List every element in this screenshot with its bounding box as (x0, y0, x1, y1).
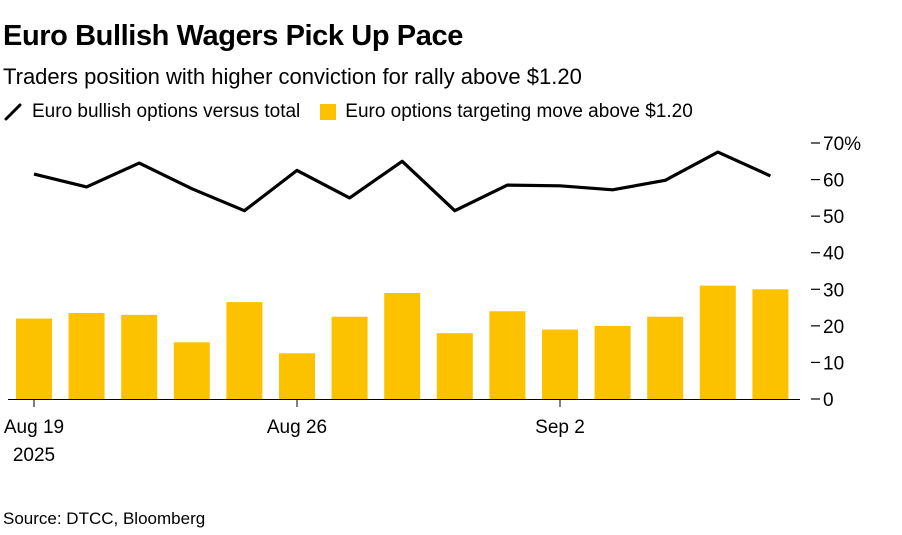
bar-12 (647, 316, 684, 399)
chart-subtitle: Traders position with higher conviction … (3, 64, 582, 89)
y-tick-label-6: 10 (823, 353, 844, 374)
legend-line-swatch (4, 103, 22, 121)
y-tick-label-2: 50 (823, 207, 844, 228)
x-tick-label-1: Aug 26 (267, 417, 327, 438)
legend-item-line: Euro bullish options versus total (3, 101, 300, 123)
x-tick-label-0: Aug 19 (4, 417, 64, 438)
bar-10 (542, 329, 578, 399)
bar-11 (594, 325, 631, 399)
y-tick-label-5: 20 (823, 317, 844, 338)
bar-3 (173, 342, 210, 399)
bar-4 (226, 302, 263, 399)
bar-6 (331, 316, 368, 399)
bar-0 (16, 318, 52, 399)
y-tick-label-4: 30 (823, 280, 844, 301)
bar-13 (699, 285, 736, 399)
legend-line-label: Euro bullish options versus total (32, 101, 301, 122)
bar-2 (121, 314, 158, 399)
x-tick-label-2: Sep 2 (535, 417, 585, 438)
bar-1 (68, 313, 105, 399)
chart-legend: Euro bullish options versus total Euro o… (3, 100, 713, 124)
bar-5 (279, 353, 315, 399)
bar-7 (384, 292, 421, 399)
line-series (33, 150, 772, 213)
chart-title: Euro Bullish Wagers Pick Up Pace (3, 20, 463, 52)
y-tick-label-7: 0 (823, 390, 834, 411)
x-tick-sublabel-0: 2025 (13, 445, 55, 466)
chart-source: Source: DTCC, Bloomberg (3, 509, 206, 528)
y-tick-label-0: 70% (823, 134, 861, 155)
bar-14 (752, 289, 789, 399)
bar-8 (436, 333, 473, 399)
legend-bar-label: Euro options targeting move above $1.20 (345, 101, 693, 122)
y-tick-label-1: 60 (823, 171, 844, 192)
bar-9 (489, 311, 526, 399)
legend-bar-swatch (320, 104, 337, 120)
legend-item-bar: Euro options targeting move above $1.20 (320, 101, 693, 123)
y-tick-label-3: 40 (823, 244, 844, 265)
